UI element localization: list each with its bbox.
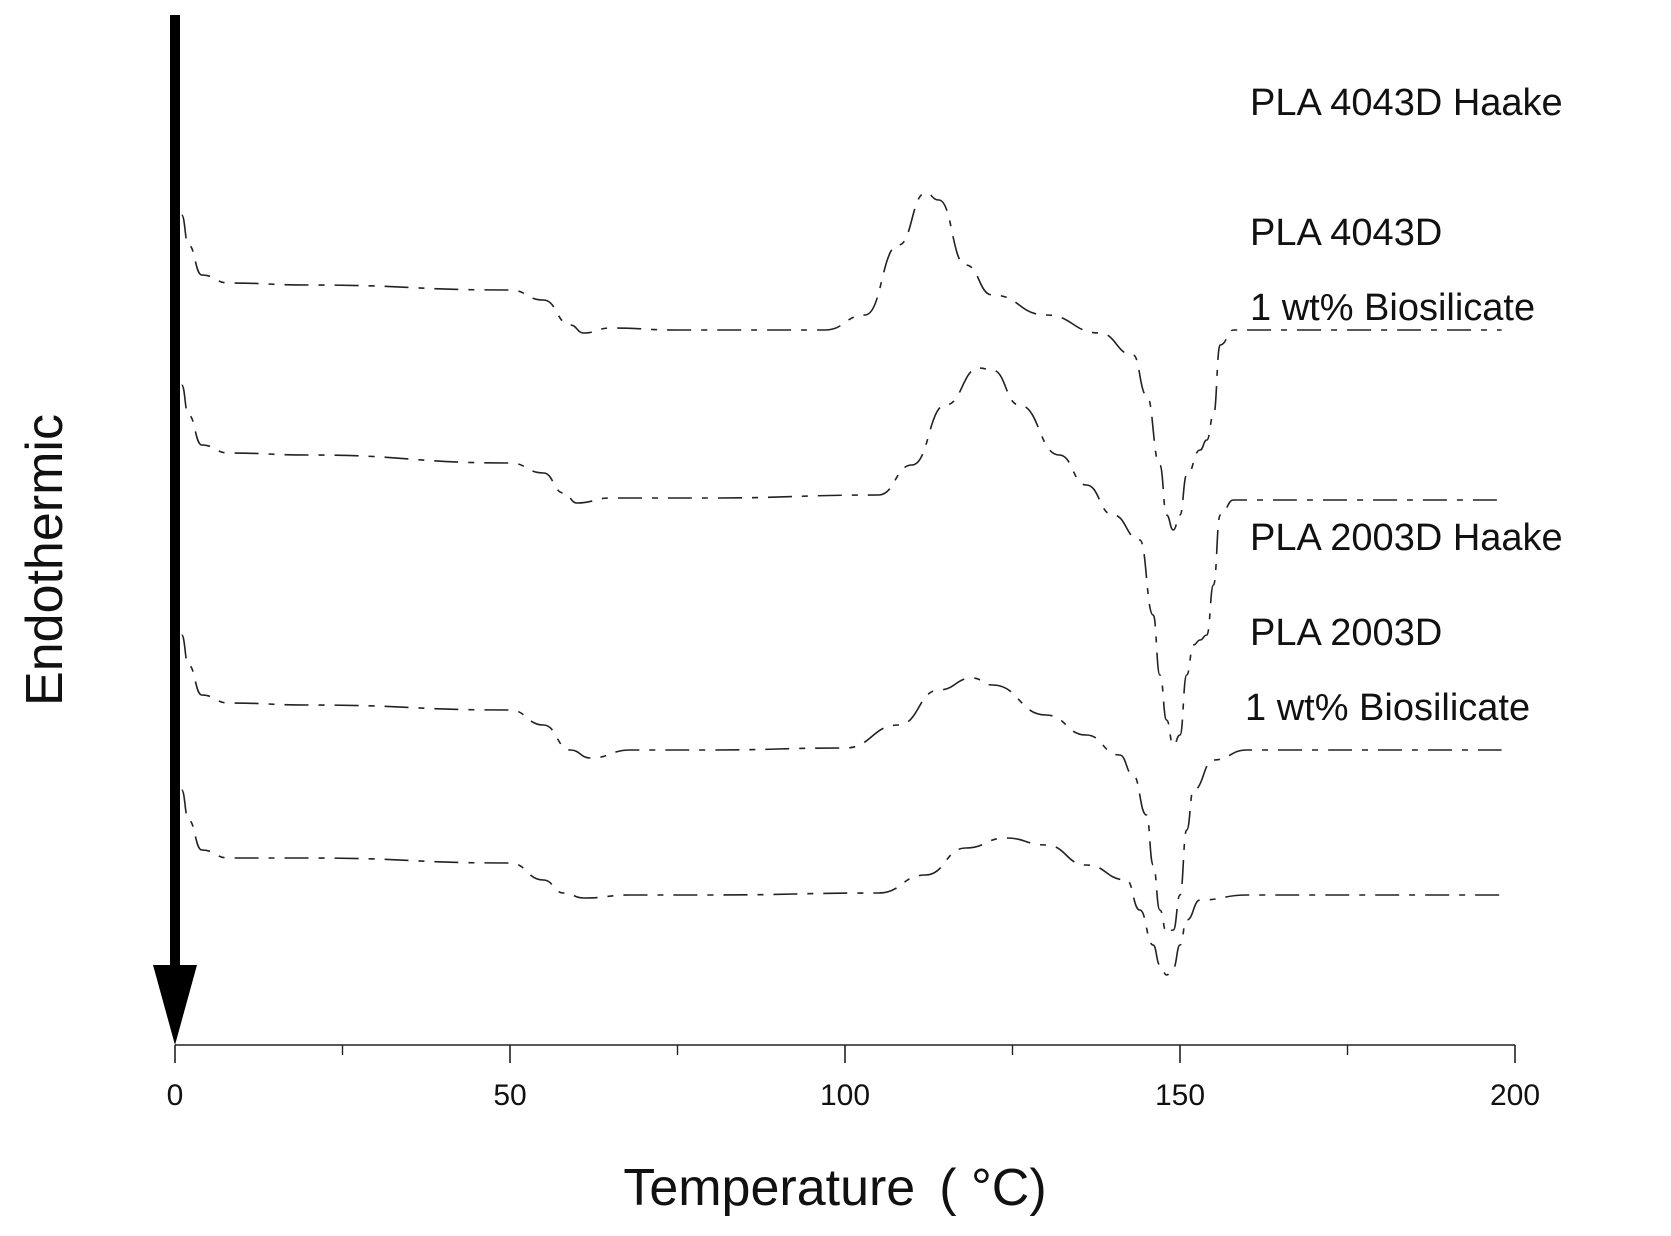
x-axis-title-text: Temperature	[623, 1159, 915, 1217]
x-axis-title: Temperature ( °C)	[623, 1159, 1046, 1217]
series-label-4-line-2: 1 wt% Biosilicate	[1245, 687, 1530, 729]
x-axis-unit: ( °C)	[939, 1159, 1046, 1217]
x-tick-label: 50	[493, 1079, 526, 1112]
series-line-1	[180, 192, 1502, 531]
series-label-2-line-1: PLA 4043D	[1250, 212, 1442, 254]
series-label-1-line-1: PLA 4043D Haake	[1250, 82, 1563, 124]
series-label-3-line-1: PLA 2003D Haake	[1250, 517, 1563, 559]
series-line-3	[180, 634, 1502, 934]
labels-layer: Temperature ( °C) Endothermic PLA 4043D Haa…	[16, 82, 1563, 1217]
curves-layer	[180, 192, 1502, 976]
series-line-4	[180, 789, 1502, 976]
series-label-2-line-2: 1 wt% Biosilicate	[1250, 287, 1535, 329]
x-tick-label: 200	[1490, 1079, 1540, 1112]
series-label-4-line-1: PLA 2003D	[1250, 612, 1442, 654]
x-tick-label: 100	[820, 1079, 870, 1112]
y-axis-title: Endothermic	[16, 414, 74, 706]
endothermic-arrow-head	[153, 965, 197, 1045]
x-tick-label: 150	[1155, 1079, 1205, 1112]
x-tick-label: 0	[167, 1079, 184, 1112]
axes-layer: 0 50 100 150 200	[153, 15, 1540, 1112]
series-line-2	[180, 367, 1502, 746]
